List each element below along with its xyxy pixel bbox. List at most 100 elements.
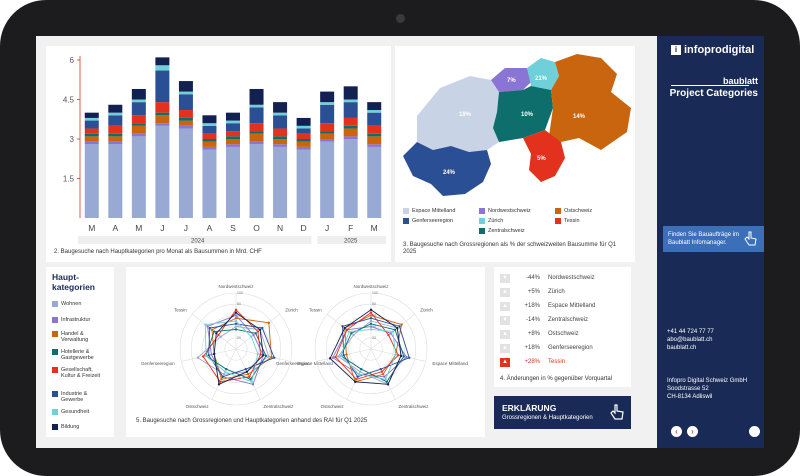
radar-point	[345, 328, 349, 331]
bar-segment	[202, 146, 217, 150]
bar-segment	[108, 112, 123, 116]
company-street: Soodstrasse 52	[667, 386, 709, 392]
legend-label: Genferseeregion	[412, 218, 453, 224]
radar-point	[246, 373, 250, 376]
radar-point	[355, 378, 358, 381]
radar-point	[264, 354, 268, 358]
radar-point	[220, 378, 223, 381]
bar-segment	[249, 123, 264, 132]
radar-point	[225, 367, 228, 371]
region-zurich[interactable]	[527, 58, 559, 90]
category-swatch	[52, 331, 58, 337]
radar-series	[208, 323, 275, 378]
bar-segment	[226, 146, 240, 218]
radar-point	[386, 383, 390, 386]
arrow-up-icon: ▲	[500, 329, 510, 339]
email-link[interactable]: abo@baublatt.ch	[667, 337, 713, 343]
radar-point	[369, 319, 373, 323]
x-tick-label: S	[230, 223, 236, 233]
region-tessin[interactable]	[523, 130, 565, 182]
x-tick-label: J	[160, 223, 164, 233]
region-genferseeregion[interactable]	[403, 142, 491, 196]
radar-point	[249, 378, 252, 381]
radar-point	[328, 357, 332, 360]
radar-point	[331, 356, 334, 359]
year-label: 2024	[191, 239, 205, 245]
bar-segment	[343, 128, 358, 137]
pct-zurich: 21%	[535, 76, 548, 82]
radar-point	[369, 317, 373, 320]
radar-point	[383, 375, 386, 378]
radar-axis-label: Zürich	[420, 308, 433, 313]
radar-point	[206, 325, 209, 328]
changes-caption: 4. Änderungen in % gegenüber Vorquartal	[500, 376, 613, 382]
bar-segment	[273, 139, 288, 145]
radar-point	[210, 353, 213, 356]
x-tick-label: N	[277, 223, 283, 233]
infomanager-cta-button[interactable]: Finden Sie Bauaufträge im Baublatt Infom…	[663, 226, 764, 252]
bar-segment	[155, 115, 170, 124]
category-swatch	[52, 367, 58, 373]
brand-project-categories: Project Categories	[669, 88, 758, 99]
map-legend-item: Nordwestschweiz	[479, 208, 531, 214]
radar-point	[393, 328, 397, 331]
radar-ring-label: 80	[372, 302, 376, 306]
region-zentralschweiz[interactable]	[493, 86, 553, 142]
x-tick-label: A	[207, 223, 213, 233]
legend-swatch	[479, 208, 485, 214]
category-label: Infrastruktur	[61, 317, 91, 323]
pointer-hand-icon	[610, 404, 624, 420]
radar-axis-label: Genferseeregion	[141, 361, 175, 366]
bar-segment	[84, 144, 99, 218]
bar-segment	[108, 115, 123, 126]
region-nordwestschweiz[interactable]	[491, 68, 531, 92]
y-tick-label: 4.5	[63, 96, 75, 105]
region-ostschweiz[interactable]	[549, 54, 631, 150]
legend-swatch	[403, 218, 409, 224]
sidebar: i infoprodigital baublatt Project Categor…	[657, 36, 764, 448]
stacked-chart-caption: 2. Baugesuche nach Hauptkategorien pro M…	[54, 249, 262, 255]
change-value: +8%	[527, 331, 540, 337]
year-band	[78, 236, 312, 244]
explanation-button[interactable]: ERKLÄRUNG Grossregionen & Hauptkategorie…	[494, 396, 631, 429]
radar-point	[398, 325, 401, 328]
phone[interactable]: +41 44 724 77 77	[667, 329, 714, 335]
radar-point	[234, 317, 238, 320]
prev-page-button[interactable]: ‹	[671, 426, 682, 437]
radar-point	[369, 308, 373, 311]
bar-segment	[178, 110, 193, 118]
map-legend-item: Genferseeregion	[403, 218, 453, 224]
stacked-bar-chart: 6 4.5 3 1.5 M A M J J A S O N D J F M 2024 2025	[63, 56, 386, 245]
region-espace-mittelland[interactable]	[417, 76, 499, 152]
bar-segment	[131, 133, 146, 137]
category-swatch	[52, 301, 58, 307]
radar-point	[408, 356, 411, 359]
brand-rule	[671, 85, 749, 86]
web-link[interactable]: baublatt.ch	[667, 345, 697, 351]
category-label: Bildung	[61, 424, 80, 430]
category-item: Hotellerie & Gastgewerbe	[52, 349, 105, 361]
radar-series	[340, 323, 405, 383]
radar-point	[219, 380, 222, 383]
bar-segment	[249, 133, 264, 142]
y-tick-label: 1.5	[63, 175, 75, 184]
radar-caption: 5. Baugesuche nach Grossregionen und Hau…	[136, 418, 368, 424]
radar-ring-label: 20	[372, 336, 376, 340]
radar-point	[250, 335, 253, 338]
radar-point	[345, 353, 348, 356]
next-page-button[interactable]: ›	[687, 426, 698, 437]
bar-segment	[202, 139, 217, 142]
x-tick-label: M	[135, 223, 142, 233]
bar-segment	[367, 112, 382, 126]
radar-point	[221, 375, 224, 378]
page-indicator-button[interactable]	[749, 426, 760, 437]
radar-axis-label: Ostschweiz	[321, 404, 345, 409]
radar-point	[397, 354, 400, 357]
x-tick-label: D	[301, 223, 307, 233]
changes-panel: ▼ -44% Nordwestschweiz ▲ +5% Zürich ▲ +18% Espac…	[494, 267, 631, 387]
bar-segment	[296, 125, 311, 129]
bar-segment	[84, 112, 99, 118]
radar-point	[234, 325, 238, 328]
radar-point	[369, 322, 373, 325]
